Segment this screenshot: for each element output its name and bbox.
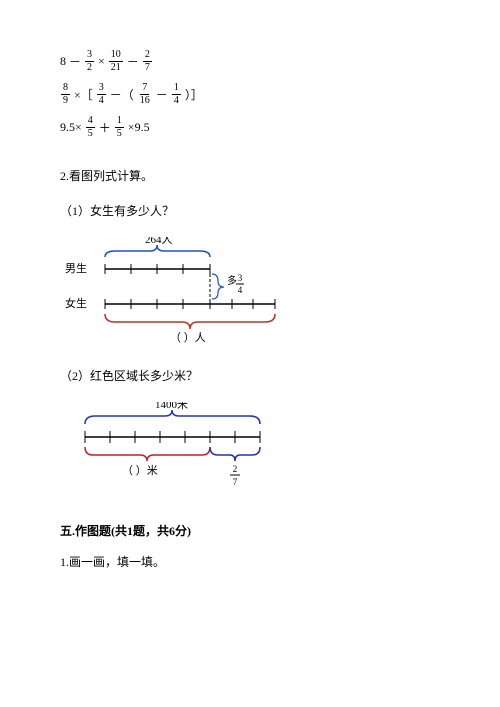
eq2-frac4: 14: [172, 83, 181, 106]
eq2-tail: ）］: [185, 86, 203, 103]
eq2-frac3: 716: [138, 83, 152, 106]
eq1-a: 8: [60, 54, 66, 69]
eq3-frac1: 45: [86, 116, 95, 139]
eq2-op2: －（: [110, 86, 134, 103]
eq1-frac2: 1021: [109, 50, 123, 73]
eq2-op1: ×［: [74, 86, 93, 103]
eq1-frac3: 27: [143, 50, 152, 73]
equation-line-3: 9.5× 45 ＋ 15 ×9.5: [60, 116, 440, 139]
diagram-students: 264人 男生 多 3 4 女生 （ ）人: [60, 237, 440, 347]
eq1-op1: －: [69, 53, 81, 70]
eq3-frac2: 15: [115, 116, 124, 139]
diagram-bottom-label: （ ）人: [170, 331, 206, 344]
question-2-2-label: （2）红色区域长多少米？: [60, 367, 440, 384]
eq2-frac1: 89: [61, 83, 70, 106]
diagram-boys-label: 男生: [65, 261, 87, 275]
eq1-op2: ×: [98, 54, 105, 69]
svg-text:7: 7: [233, 477, 238, 487]
eq3-a: 9.5×: [60, 120, 82, 135]
eq1-op3: －: [127, 53, 139, 70]
eq2-frac2: 34: [97, 83, 106, 106]
question-2-title: 2.看图列式计算。: [60, 167, 440, 184]
eq2-op3: －: [156, 86, 168, 103]
diagram2-top-value: 1400米: [155, 402, 188, 411]
diagram-distance: 1400米 （ ）米 2 7: [60, 402, 440, 492]
eq3-tail: ×9.5: [128, 120, 150, 135]
svg-text:3: 3: [238, 273, 243, 283]
diagram-top-value: 264人: [145, 237, 173, 246]
diagram-side-label: 多: [227, 274, 237, 287]
diagram-girls-label: 女生: [65, 296, 87, 310]
equation-line-2: 89 ×［ 34 －（ 716 － 14 ）］: [60, 83, 440, 106]
section-5-title: 五.作图题(共1题，共6分): [60, 522, 440, 539]
svg-text:4: 4: [238, 285, 243, 295]
question-2-1-label: （1）女生有多少人？: [60, 202, 440, 219]
svg-text:2: 2: [233, 464, 238, 474]
eq3-op1: ＋: [99, 119, 111, 136]
section-5-q1: 1.画一画，填一填。: [60, 553, 440, 570]
diagram2-bottom-left: （ ）米: [122, 464, 158, 477]
eq1-frac1: 32: [85, 50, 94, 73]
equation-line-1: 8 － 32 × 1021 － 27: [60, 50, 440, 73]
